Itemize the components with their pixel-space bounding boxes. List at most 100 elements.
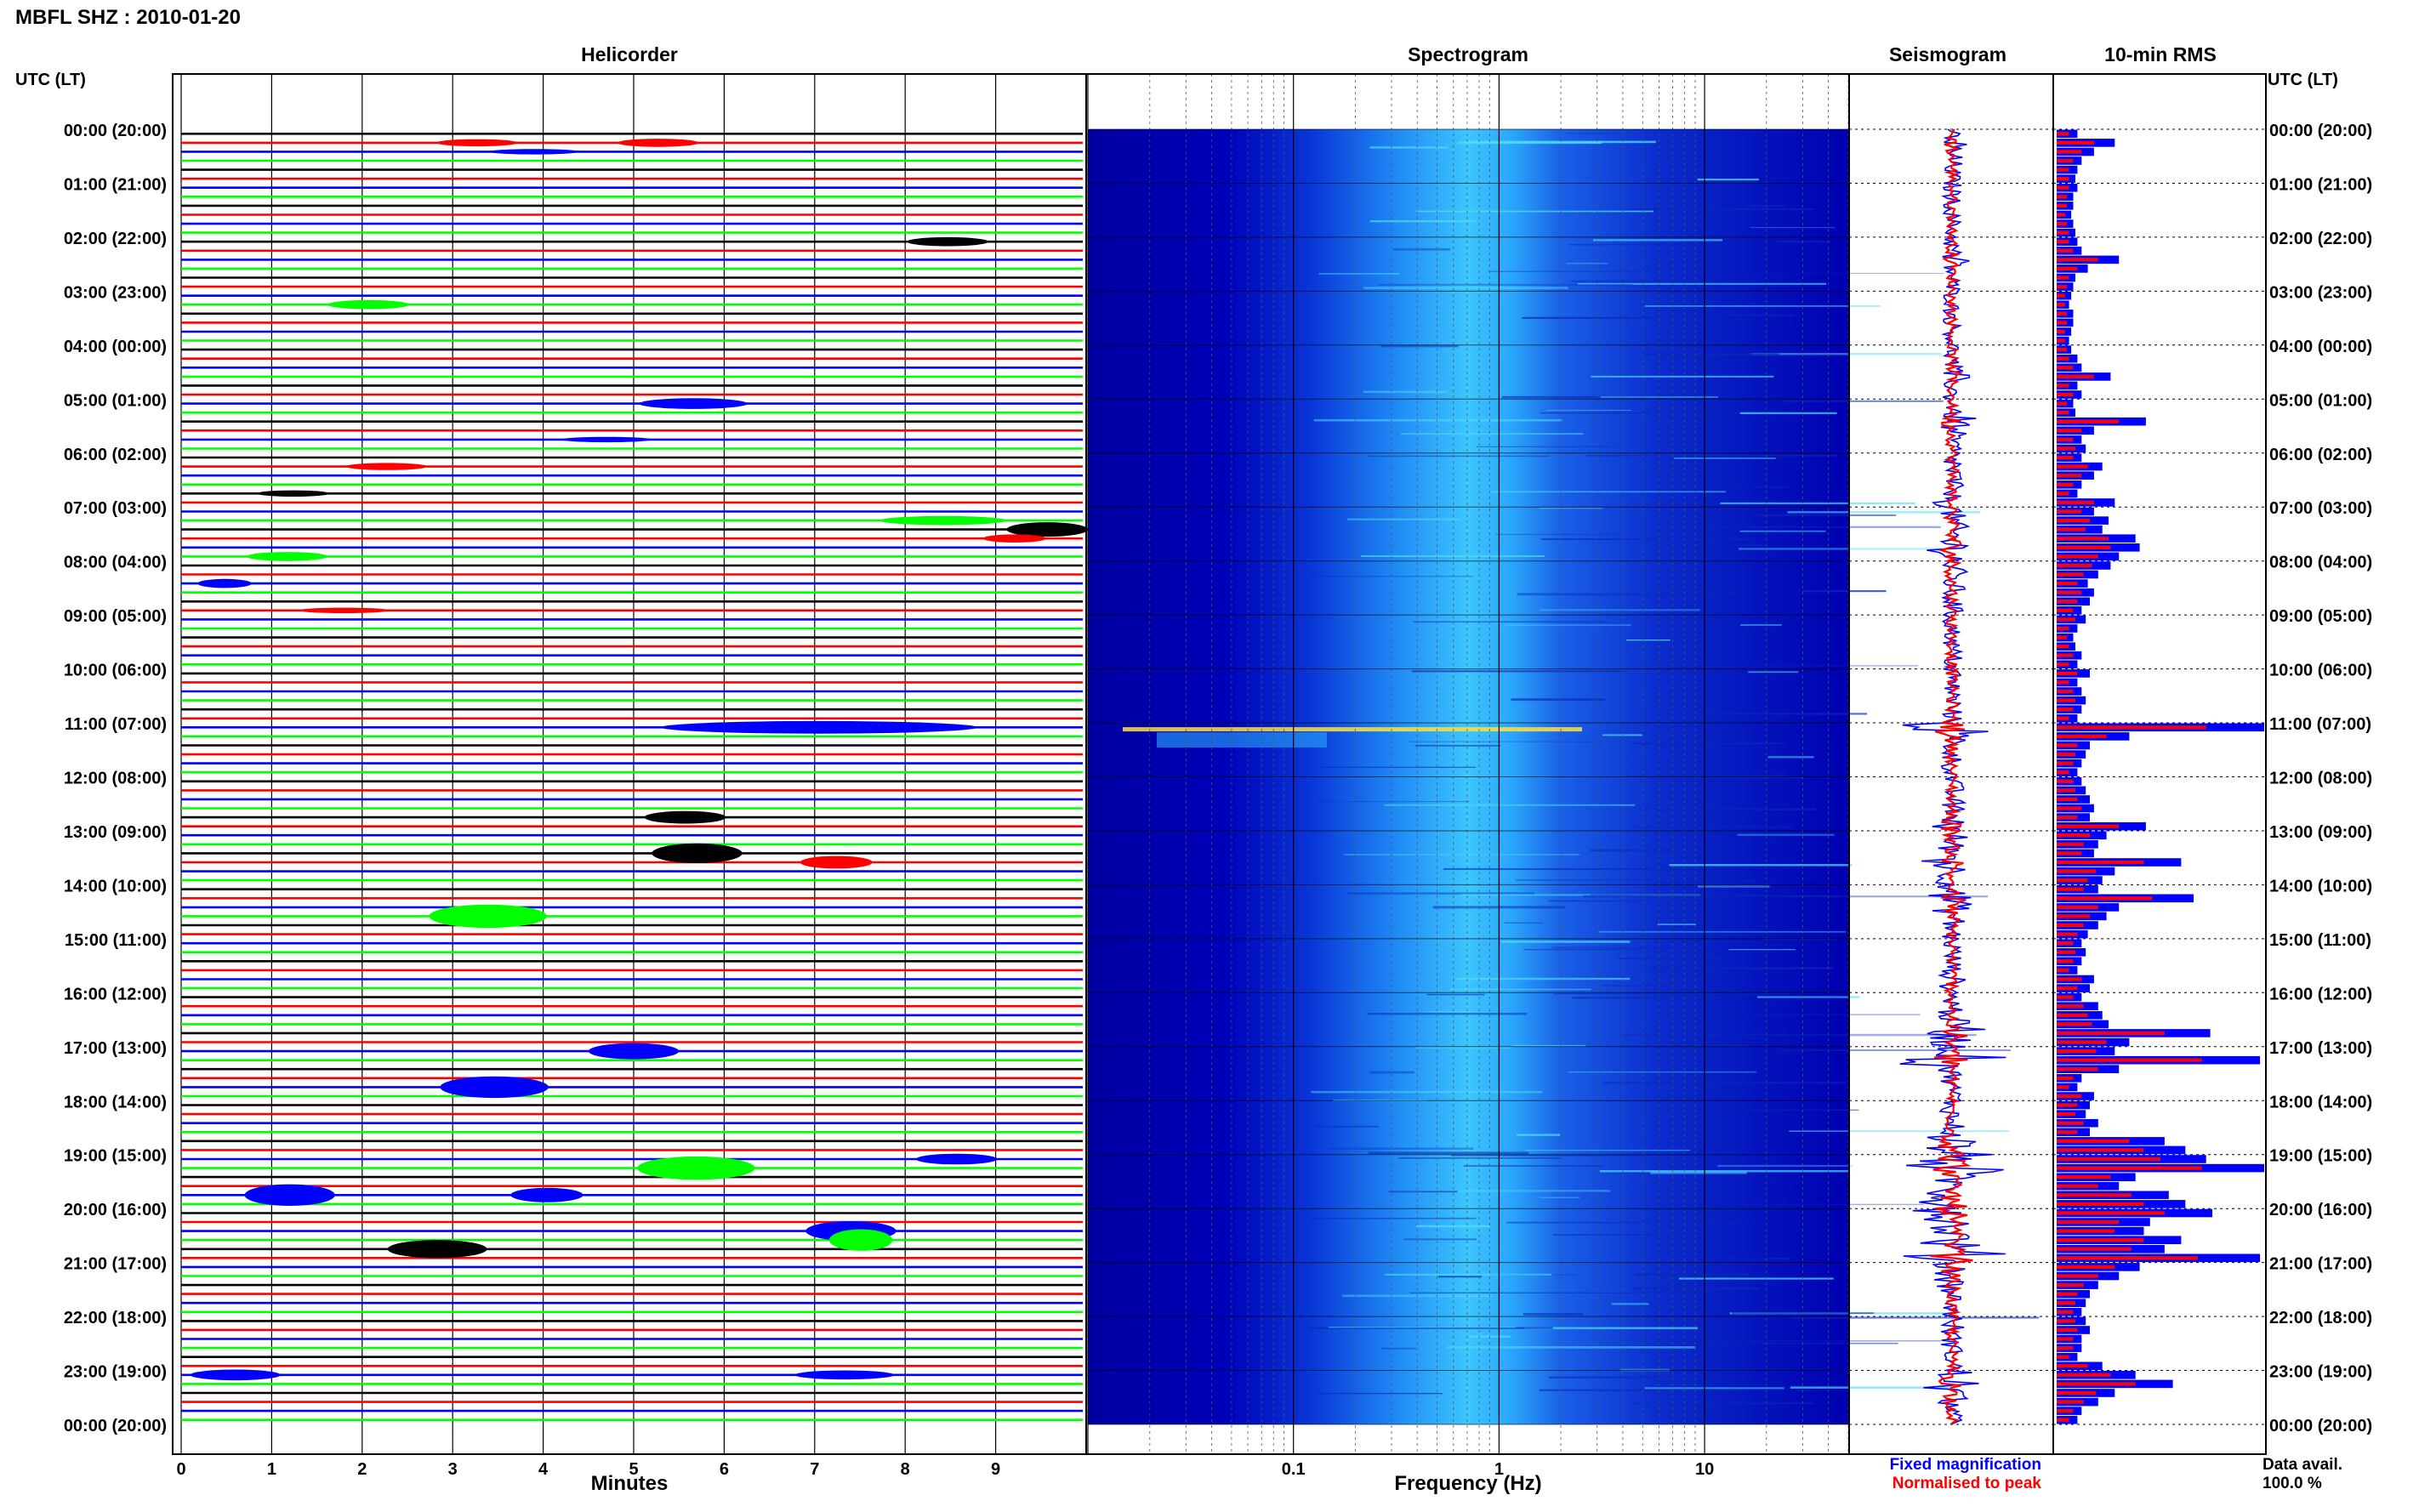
rms-bar-normalised <box>2057 932 2078 936</box>
rms-bar-normalised <box>2057 437 2074 441</box>
spectrogram-streak <box>1426 993 1485 996</box>
minute-tick-label: 7 <box>810 1460 819 1479</box>
spectrogram-streak <box>1551 946 1709 949</box>
spectrogram-streak <box>1504 922 1544 924</box>
time-tick-label: 16:00 (12:00) <box>64 985 167 1003</box>
time-tick-label: 07:00 (03:00) <box>64 499 167 518</box>
rms-bar-normalised <box>2057 1157 2160 1162</box>
time-tick-labels-left: 00:00 (20:00) 01:00 (21:00) 02:00 (22:00) 0… <box>64 122 167 1435</box>
spectrogram-streak <box>1523 1313 1583 1316</box>
rms-bar-normalised <box>2057 752 2075 757</box>
rms-bar-normalised <box>2057 1310 2074 1314</box>
time-tick-label: 04:00 (00:00) <box>2269 338 2372 356</box>
minutes-axis-label: Minutes <box>591 1472 669 1495</box>
helicorder-title: Helicorder <box>581 43 678 65</box>
seismogram-normalised-trace <box>1930 128 1973 1425</box>
spectrogram-streak <box>1539 1389 1740 1391</box>
data-availability-label: Data avail. <box>2262 1456 2342 1474</box>
rms-bar-normalised <box>2057 446 2075 451</box>
spectrogram-streak <box>1670 1044 1750 1047</box>
rms-bar-normalised <box>2057 824 2120 828</box>
rms-bar-normalised <box>2057 968 2069 972</box>
minute-tick-label: 4 <box>538 1460 549 1479</box>
spectrogram-streak <box>1632 1287 1760 1290</box>
seismogram-traces <box>1899 128 2006 1425</box>
rms-bar-normalised <box>2057 734 2107 738</box>
spectrogram-streak <box>1568 244 1699 246</box>
spectrogram-streak <box>1681 713 1868 715</box>
spectrogram-grid <box>1087 74 1849 1454</box>
rms-bar-normalised <box>2057 1256 2198 1260</box>
spectrogram-streak <box>1779 1049 2011 1051</box>
rms-bar-normalised <box>2057 1274 2098 1278</box>
minute-tick-label: 5 <box>629 1460 638 1479</box>
spectrogram-streak <box>1363 287 1568 289</box>
rms-bar-normalised <box>2057 1409 2074 1413</box>
time-tick-label: 13:00 (09:00) <box>64 823 167 842</box>
rms-bar-normalised <box>2057 527 2086 531</box>
spectrogram-streak <box>1739 665 1919 667</box>
spectrogram-streak <box>1750 227 1835 229</box>
seismic-event <box>907 236 989 247</box>
spectrogram-streak <box>1631 742 1784 745</box>
rms-bar-normalised <box>2057 1211 2165 1215</box>
rms-bar-normalised <box>2057 1247 2132 1251</box>
time-tick-label: 08:00 (04:00) <box>2269 554 2372 572</box>
rms-bar-normalised <box>2057 195 2068 199</box>
spectrogram-streak <box>1783 400 1944 402</box>
rms-bar-normalised <box>2057 1013 2088 1017</box>
seismic-event <box>800 855 873 869</box>
spectrogram-streak <box>1552 1234 1659 1236</box>
spectrogram-streak <box>1756 514 1897 516</box>
rms-bar-normalised <box>2057 1364 2088 1368</box>
seismic-event <box>488 149 580 155</box>
rms-bar-normalised <box>2057 1283 2084 1287</box>
spectrogram-streak <box>1517 593 1737 596</box>
spectrogram-streak <box>1650 544 1763 546</box>
time-tick-label: 17:00 (13:00) <box>2269 1039 2372 1058</box>
spectrogram-streak <box>1737 833 1835 836</box>
rms-bar-normalised <box>2057 168 2069 172</box>
spectrogram-streak <box>1723 314 1796 316</box>
spectrogram-streak <box>1361 555 1545 557</box>
rms-bar-normalised <box>2057 1085 2069 1089</box>
rms-bar-normalised <box>2057 554 2098 559</box>
time-tick-label: 03:00 (23:00) <box>2269 283 2372 302</box>
spectrogram-streak <box>1449 988 1591 991</box>
spectrogram-streak <box>1523 948 1705 951</box>
time-tick-label: 14:00 (10:00) <box>64 877 167 895</box>
spectrogram-streak <box>1347 892 1534 895</box>
spectrogram-streak <box>1707 272 1944 274</box>
rms-bar-normalised <box>2057 833 2090 838</box>
spectrogram-streak <box>1488 491 1726 493</box>
rms-bar-normalised <box>2057 600 2078 604</box>
rms-bar-normalised <box>2057 653 2074 657</box>
rms-bar-normalised <box>2057 1103 2078 1107</box>
rms-bar-normalised <box>2057 1382 2136 1386</box>
rms-bar-normalised <box>2057 411 2069 415</box>
minute-tick-label: 9 <box>991 1460 1000 1479</box>
spectrogram-streak <box>1635 1273 1748 1276</box>
rms-bar-normalised <box>2057 266 2078 270</box>
spectrogram-streak <box>1593 239 1722 242</box>
spectrogram-streak <box>1739 530 1826 532</box>
rms-bar-normalised <box>2057 248 2074 253</box>
spectrogram-streak <box>1787 511 1981 514</box>
spectrogram-streak <box>1697 179 1759 181</box>
rms-bar-normalised <box>2057 563 2092 567</box>
spectrogram-streak <box>1548 900 1653 902</box>
spectrogram-streak <box>1522 316 1660 319</box>
rms-bar-normalised <box>2057 816 2078 820</box>
spectrogram-streak <box>1648 776 1804 779</box>
frequency-tick-label: 1 <box>1494 1460 1504 1479</box>
spectrogram-streak <box>1568 1071 1757 1073</box>
rms-bar-normalised <box>2057 429 2082 433</box>
spectrogram-streak <box>1369 220 1477 223</box>
rms-bar-normalised <box>2057 177 2069 181</box>
time-tick-label: 17:00 (13:00) <box>64 1039 167 1058</box>
spectrogram-streak <box>1731 1258 1790 1260</box>
spectrogram-streak <box>1388 1191 1458 1193</box>
rms-bar-normalised <box>2057 348 2068 352</box>
rms-bar-normalised <box>2057 582 2078 586</box>
spectrogram-streak <box>1545 410 1631 411</box>
